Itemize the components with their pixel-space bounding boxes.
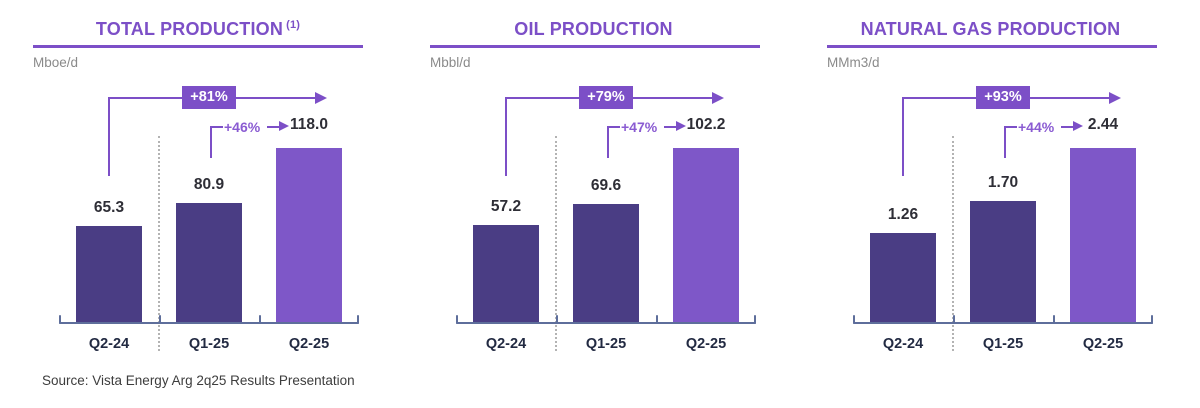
bar-value-label: 102.2 (686, 116, 726, 133)
unit-label: MMm3/d (827, 55, 880, 70)
period-separator-dotted-line (555, 136, 557, 351)
x-axis-label: Q2-24 (88, 336, 130, 352)
qoq-bracket-vertical-line (210, 127, 212, 158)
x-axis-tick (953, 315, 955, 324)
qoq-bracket-stub (210, 126, 223, 128)
yoy-growth-badge: +81% (182, 86, 236, 109)
x-axis-label: Q1-25 (585, 336, 627, 352)
x-axis-line (853, 322, 1153, 324)
panel-title: NATURAL GAS PRODUCTION (827, 14, 1157, 40)
x-axis-label: Q1-25 (188, 336, 230, 352)
bar-q1-25 (176, 203, 242, 323)
title-underline (33, 45, 363, 48)
qoq-bracket-vertical-line (607, 127, 609, 158)
charts-row: TOTAL PRODUCTION (1) Mboe/d +81% +46% 65.3 8… (33, 14, 1157, 360)
qoq-bracket-stub (607, 126, 620, 128)
panel-title-text: NATURAL GAS PRODUCTION (860, 19, 1121, 39)
yoy-growth-badge: +93% (976, 86, 1030, 109)
bar-value-label: 118.0 (290, 116, 328, 133)
x-axis-label: Q2-25 (1082, 336, 1124, 352)
x-axis-tick (1053, 315, 1055, 324)
x-axis-label: Q2-25 (288, 336, 330, 352)
qoq-growth-label: +46% (224, 119, 261, 135)
qoq-arrow-line (1061, 126, 1074, 128)
bar-chart-oil-production: +79% +47% 57.2 69.6 102.2 Q2-24 Q1-25 Q2-25 (430, 73, 760, 360)
panel-title-text: TOTAL PRODUCTION (95, 19, 284, 39)
x-axis-tick (357, 315, 359, 324)
title-underline (827, 45, 1157, 48)
x-axis-label: Q1-25 (982, 336, 1024, 352)
qoq-growth-label: +44% (1018, 119, 1055, 135)
bar-chart-total-production: +81% +46% 65.3 80.9 118.0 Q2-24 Q1-25 Q2-25 (33, 73, 363, 360)
title-footnote-marker: (1) (286, 19, 301, 31)
bar-q2-25 (276, 148, 342, 323)
x-axis-line (456, 322, 756, 324)
bar-q2-24 (473, 225, 539, 323)
x-axis-line (59, 322, 359, 324)
yoy-arrow-vertical-line (902, 98, 904, 176)
qoq-growth-label: +47% (621, 119, 658, 135)
qoq-arrow-line (664, 126, 677, 128)
x-axis-tick (1151, 315, 1153, 324)
bar-q2-24 (76, 226, 142, 323)
x-axis-label: Q2-24 (485, 336, 527, 352)
yoy-arrow-head-icon (1109, 92, 1121, 104)
x-axis-tick (259, 315, 261, 324)
bar-value-label: 1.70 (987, 174, 1019, 191)
panel-title: OIL PRODUCTION (430, 14, 760, 40)
panel-oil-production: OIL PRODUCTION Mbbl/d +79% +47% 57.2 69.6 10… (430, 14, 760, 360)
qoq-bracket-stub (1004, 126, 1017, 128)
qoq-bracket-vertical-line (1004, 127, 1006, 158)
bar-value-label: 65.3 (93, 199, 125, 216)
qoq-arrow-head-icon (1073, 121, 1083, 131)
panel-total-production: TOTAL PRODUCTION (1) Mboe/d +81% +46% 65.3 8… (33, 14, 363, 360)
bar-value-label: 57.2 (490, 198, 522, 215)
bar-value-label: 2.44 (1087, 116, 1119, 133)
panel-title-text: OIL PRODUCTION (514, 19, 673, 39)
yoy-arrow-head-icon (315, 92, 327, 104)
x-axis-tick (456, 315, 458, 324)
bar-q2-24 (870, 233, 936, 323)
source-note: Source: Vista Energy Arg 2q25 Results Pr… (42, 373, 355, 388)
bar-value-label: 1.26 (887, 206, 919, 223)
x-axis-tick (556, 315, 558, 324)
unit-label: Mbbl/d (430, 55, 471, 70)
x-axis-label: Q2-24 (882, 336, 924, 352)
unit-label: Mboe/d (33, 55, 79, 70)
qoq-arrow-head-icon (676, 121, 686, 131)
x-axis-tick (754, 315, 756, 324)
x-axis-tick (853, 315, 855, 324)
panel-natural-gas-production: NATURAL GAS PRODUCTION MMm3/d +93% +44% 1.… (827, 14, 1157, 360)
bar-chart-natural-gas-production: +93% +44% 1.26 1.70 2.44 Q2-24 Q1-25 Q2-25 (827, 73, 1157, 360)
period-separator-dotted-line (158, 136, 160, 351)
qoq-arrow-head-icon (279, 121, 289, 131)
yoy-growth-badge: +79% (579, 86, 633, 109)
x-axis-tick (59, 315, 61, 324)
qoq-arrow-line (267, 126, 280, 128)
bar-q2-25 (1070, 148, 1136, 323)
period-separator-dotted-line (952, 136, 954, 351)
x-axis-label: Q2-25 (685, 336, 727, 352)
x-axis-tick (159, 315, 161, 324)
bar-q1-25 (970, 201, 1036, 323)
bar-value-label: 69.6 (590, 177, 622, 194)
bar-q2-25 (673, 148, 739, 323)
panel-title: TOTAL PRODUCTION (1) (33, 14, 363, 40)
yoy-arrow-vertical-line (108, 98, 110, 176)
yoy-arrow-head-icon (712, 92, 724, 104)
bar-value-label: 80.9 (193, 176, 225, 193)
x-axis-tick (656, 315, 658, 324)
yoy-arrow-vertical-line (505, 98, 507, 176)
bar-q1-25 (573, 204, 639, 323)
title-underline (430, 45, 760, 48)
